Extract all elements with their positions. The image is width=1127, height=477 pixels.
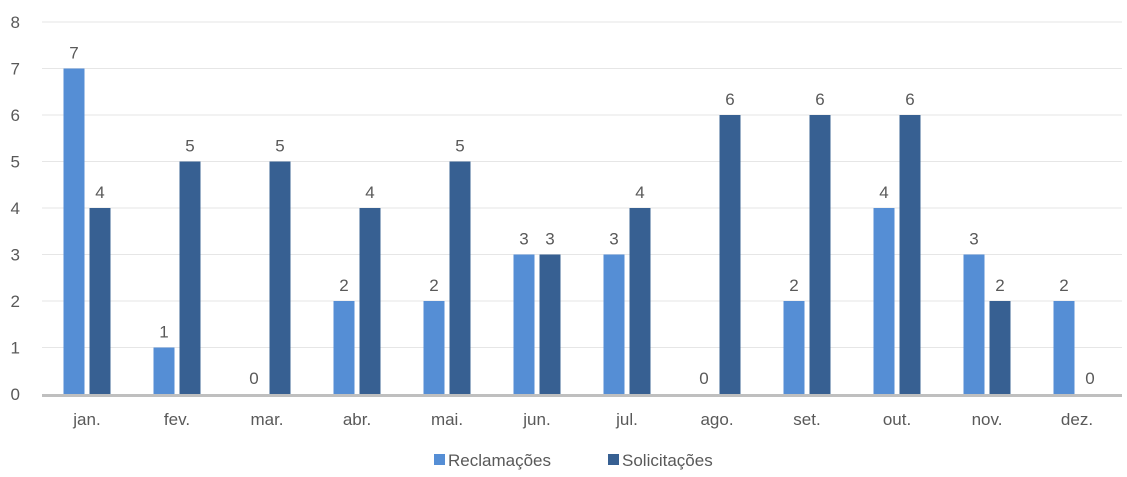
data-label: 0 [249, 369, 258, 388]
data-label: 4 [95, 183, 104, 202]
y-tick-label: 4 [11, 199, 20, 218]
data-label: 6 [905, 90, 914, 109]
bar-reclamacoes [423, 301, 445, 394]
y-tick-label: 1 [11, 339, 20, 358]
bar-solicitacoes [719, 115, 741, 394]
data-label: 6 [725, 90, 734, 109]
data-label: 3 [609, 230, 618, 249]
bar-reclamacoes [153, 347, 175, 394]
data-label: 5 [275, 137, 284, 156]
x-tick-label: out. [883, 410, 911, 429]
legend-label: Reclamações [448, 451, 551, 470]
legend-swatch [434, 454, 445, 465]
bar-solicitacoes [269, 161, 291, 394]
data-label: 2 [789, 276, 798, 295]
bar-solicitacoes [89, 208, 111, 394]
bar-solicitacoes [809, 115, 831, 394]
x-tick-label: dez. [1061, 410, 1093, 429]
x-tick-label: jul. [615, 410, 638, 429]
y-tick-label: 6 [11, 106, 20, 125]
bar-reclamacoes [1053, 301, 1075, 394]
legend: Reclamações Solicitações [434, 451, 713, 470]
data-label: 7 [69, 44, 78, 63]
y-tick-label: 0 [11, 385, 20, 404]
data-label: 2 [429, 276, 438, 295]
data-label: 5 [455, 137, 464, 156]
x-tick-label: jun. [522, 410, 550, 429]
x-tick-label: set. [793, 410, 820, 429]
x-tick-label: mai. [431, 410, 463, 429]
data-label: 2 [339, 276, 348, 295]
bar-reclamacoes [63, 68, 85, 394]
bar-solicitacoes [179, 161, 201, 394]
data-label: 2 [1059, 276, 1068, 295]
data-label: 5 [185, 137, 194, 156]
y-tick-label: 2 [11, 292, 20, 311]
bar-solicitacoes [539, 254, 561, 394]
data-label: 4 [365, 183, 374, 202]
y-tick-label: 7 [11, 60, 20, 79]
gridlines [42, 21, 1122, 348]
data-label: 4 [879, 183, 888, 202]
data-label: 3 [969, 230, 978, 249]
y-tick-label: 3 [11, 246, 20, 265]
x-tick-label: ago. [700, 410, 733, 429]
legend-swatch [608, 454, 619, 465]
x-tick-label: fev. [164, 410, 190, 429]
bar-solicitacoes [449, 161, 471, 394]
x-tick-label: nov. [972, 410, 1003, 429]
bar-reclamacoes [333, 301, 355, 394]
data-label: 0 [1085, 369, 1094, 388]
bar-reclamacoes [873, 208, 895, 394]
x-axis-ticks: jan. fev. mar. abr. mai. jun. jul. ago. set. out.… [72, 410, 1093, 429]
bar-solicitacoes [989, 301, 1011, 394]
bar-solicitacoes [359, 208, 381, 394]
bar-reclamacoes [513, 254, 535, 394]
x-tick-label: abr. [343, 410, 371, 429]
data-label: 0 [699, 369, 708, 388]
bar-solicitacoes [899, 115, 921, 394]
legend-label: Solicitações [622, 451, 713, 470]
y-axis-ticks: 0 1 2 3 4 5 6 7 8 [11, 13, 20, 404]
x-tick-label: jan. [72, 410, 100, 429]
bar-solicitacoes [629, 208, 651, 394]
bar-reclamacoes [963, 254, 985, 394]
x-tick-label: mar. [250, 410, 283, 429]
bar-reclamacoes [603, 254, 625, 394]
data-label: 3 [545, 230, 554, 249]
data-label: 1 [159, 323, 168, 342]
bar-reclamacoes [783, 301, 805, 394]
bars [63, 68, 1075, 394]
data-label: 3 [519, 230, 528, 249]
data-label: 2 [995, 276, 1004, 295]
y-tick-label: 8 [11, 13, 20, 32]
data-label: 6 [815, 90, 824, 109]
data-label: 4 [635, 183, 644, 202]
y-tick-label: 5 [11, 153, 20, 172]
